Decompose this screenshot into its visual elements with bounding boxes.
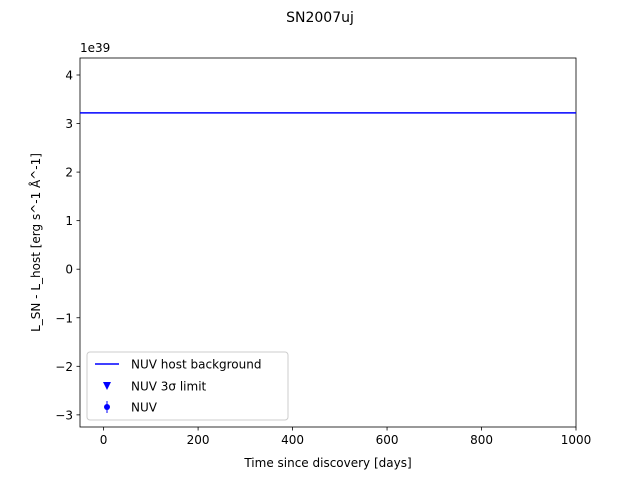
- y-axis-ticks: −3 −2 −1 0 1 2 3 4: [55, 68, 80, 422]
- legend-dot-swatch: [104, 404, 110, 410]
- x-tick-label: 0: [100, 433, 108, 447]
- legend-entry: NUV host background: [95, 358, 261, 372]
- y-axis-offset-label: 1e39: [80, 41, 110, 55]
- legend-label: NUV: [131, 401, 158, 415]
- legend-label: NUV 3σ limit: [131, 380, 207, 394]
- y-tick-label: 3: [65, 117, 73, 131]
- legend-triangle-swatch: [103, 382, 111, 390]
- legend-box: [86, 351, 289, 421]
- y-tick-label: −1: [55, 311, 73, 325]
- legend-entries: NUV host background NUV 3σ limit NUV: [95, 358, 261, 415]
- legend: NUV host background NUV 3σ limit NUV: [86, 351, 289, 421]
- y-tick-label: 2: [65, 166, 73, 180]
- y-tick-label: −3: [55, 408, 73, 422]
- y-tick-label: 1: [65, 214, 73, 228]
- y-tick-label: 4: [65, 68, 73, 82]
- legend-label: NUV host background: [131, 358, 261, 372]
- x-axis-label: Time since discovery [days]: [243, 456, 411, 470]
- y-tick-label: −2: [55, 360, 73, 374]
- x-tick-label: 800: [470, 433, 493, 447]
- x-tick-label: 600: [376, 433, 399, 447]
- y-axis-label: L_SN - L_host [erg s^-1 Å^-1]: [28, 153, 43, 332]
- legend-entry: NUV: [104, 401, 158, 415]
- plot-area: 0 200 400 600 800 1000 −3 −2 −1 0 1 2 3 4: [55, 57, 591, 447]
- x-tick-label: 200: [187, 433, 210, 447]
- axes-frame: [79, 57, 577, 428]
- chart-title: SN2007uj: [286, 10, 354, 26]
- x-axis-ticks: 0 200 400 600 800 1000: [100, 427, 591, 447]
- y-tick-label: 0: [65, 263, 73, 277]
- legend-entry: NUV 3σ limit: [103, 380, 207, 394]
- x-tick-label: 400: [281, 433, 304, 447]
- x-tick-label: 1000: [561, 433, 592, 447]
